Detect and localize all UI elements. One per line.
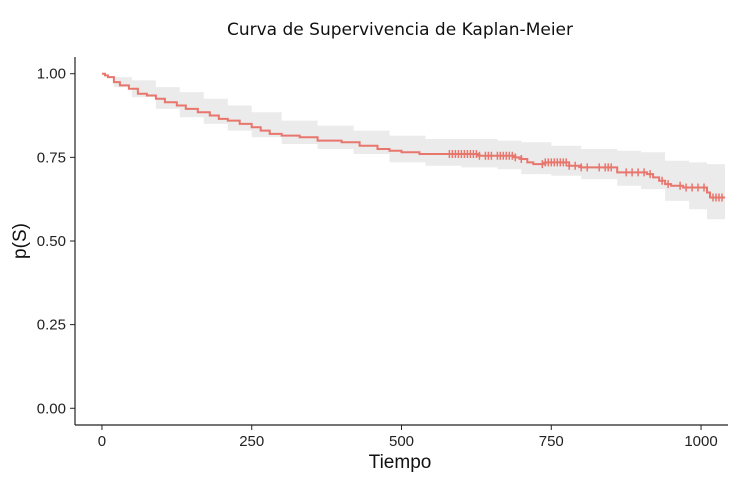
censor-mark bbox=[719, 193, 725, 202]
y-tick-label: 0.50 bbox=[37, 233, 66, 250]
censor-mark bbox=[572, 161, 579, 170]
censor-mark bbox=[683, 183, 690, 192]
censor-mark bbox=[641, 168, 648, 177]
y-tick-label: 0.75 bbox=[37, 149, 66, 166]
y-tick-label: 1.00 bbox=[37, 66, 66, 83]
censor-mark bbox=[659, 176, 666, 185]
censor-mark bbox=[689, 183, 696, 192]
censor-mark bbox=[608, 163, 615, 172]
x-tick-label: 500 bbox=[389, 433, 414, 450]
x-tick-label: 750 bbox=[539, 433, 564, 450]
censor-mark bbox=[584, 163, 591, 172]
x-axis-title: Tiempo bbox=[369, 452, 432, 473]
x-tick-label: 1000 bbox=[684, 433, 717, 450]
x-axis-ticks: 0 250 500 750 1000 bbox=[98, 425, 718, 450]
censor-mark bbox=[596, 163, 603, 172]
censor-mark bbox=[623, 168, 630, 177]
censor-mark bbox=[473, 150, 480, 158]
censor-mark bbox=[578, 163, 585, 172]
censor-mark bbox=[647, 170, 654, 179]
x-tick-label: 0 bbox=[98, 433, 106, 450]
censor-mark bbox=[488, 151, 495, 160]
censor-mark bbox=[539, 160, 546, 169]
y-axis-ticks: 0.00 0.25 0.50 0.75 1.00 bbox=[37, 66, 75, 417]
censor-mark bbox=[518, 155, 525, 163]
censor-mark bbox=[476, 151, 483, 160]
censor-mark bbox=[512, 153, 519, 162]
censor-mark bbox=[635, 168, 642, 177]
censor-marks bbox=[446, 150, 725, 202]
y-axis-title: p(S) bbox=[10, 223, 31, 259]
y-tick-label: 0.25 bbox=[37, 317, 66, 334]
plot-background bbox=[75, 57, 728, 425]
censor-mark bbox=[629, 168, 636, 177]
censor-mark bbox=[566, 161, 573, 170]
censor-mark bbox=[701, 183, 707, 192]
confidence-band bbox=[102, 73, 725, 226]
censor-mark bbox=[665, 180, 672, 189]
y-tick-label: 0.00 bbox=[37, 400, 66, 417]
censor-mark bbox=[695, 183, 701, 192]
chart-title: Curva de Supervivencia de Kaplan-Meier bbox=[226, 20, 573, 40]
censor-mark bbox=[509, 151, 516, 160]
censor-mark bbox=[677, 181, 684, 190]
x-tick-label: 250 bbox=[239, 433, 264, 450]
